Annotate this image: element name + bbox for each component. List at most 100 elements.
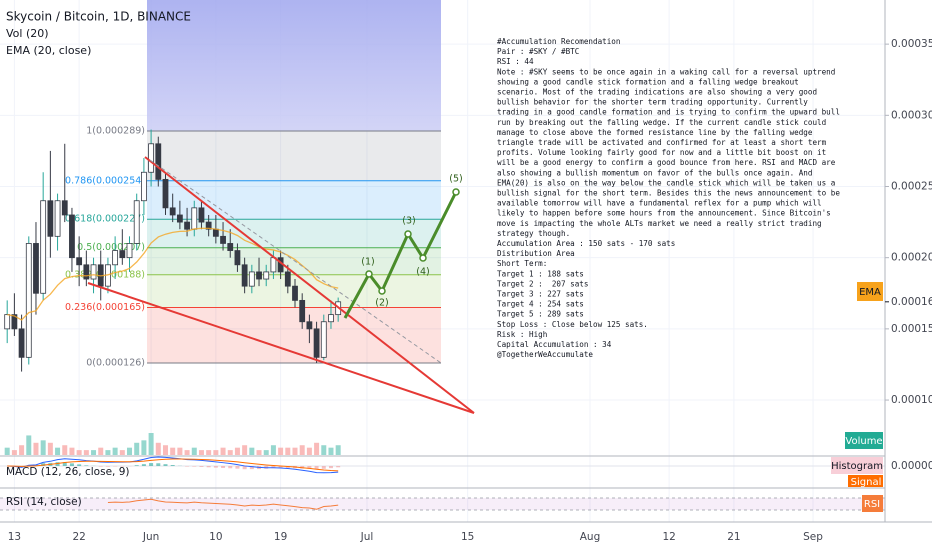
candle-body	[18, 328, 25, 358]
candle-body	[184, 221, 190, 230]
candle-body	[40, 200, 47, 294]
macd-histogram-bar	[55, 462, 60, 466]
note-line: Risk : High	[497, 330, 547, 339]
note-line: @TogetherWeAccumulate	[497, 350, 593, 359]
note-line: run by breaking out the falling wedge. I…	[497, 118, 826, 127]
macd-histogram-bar	[41, 463, 46, 466]
volume-badge	[845, 432, 883, 449]
candle-body	[248, 271, 255, 287]
volume-bar	[249, 447, 255, 455]
histogram-badge-text: Histogram	[831, 461, 883, 472]
candle-body	[25, 243, 32, 358]
note-line: #Accumulation Recomendation	[497, 37, 620, 46]
note-line: EMA(20) is also on the way below the can…	[497, 178, 835, 187]
candle-body	[191, 207, 198, 230]
candle-body	[212, 228, 219, 237]
candle-body	[155, 143, 162, 180]
macd-histogram-bar	[156, 463, 161, 466]
macd-study-label: MACD (12, 26, close, 9)	[6, 466, 129, 478]
candle-body	[313, 328, 320, 358]
volume-bar	[98, 447, 104, 455]
x-tick-label: 22	[72, 531, 85, 543]
wedge-lower-line	[87, 282, 475, 414]
macd-line	[7, 456, 339, 474]
candle-body	[33, 243, 39, 294]
note-line: bullish behavior for the shorter term tr…	[497, 98, 808, 107]
candle-body	[270, 257, 277, 273]
candle-body	[220, 235, 226, 244]
fib-level-label: 0.5(0.000207)	[77, 242, 145, 253]
volume-bar	[83, 450, 89, 455]
signal-line	[7, 458, 339, 472]
macd-histogram-bar	[149, 463, 154, 466]
candle-body	[69, 214, 75, 259]
volume-bar	[47, 442, 53, 455]
note-line: Target 3 : 227 sats	[497, 290, 584, 299]
volume-bar	[119, 450, 125, 455]
symbol-title: Skycoin / Bitcoin, 1D, BINANCE	[6, 10, 191, 24]
macd-histogram-bar	[336, 466, 341, 468]
volume-bar	[285, 447, 291, 455]
x-tick-label: Jul	[360, 531, 374, 543]
note-line: showing a good candle stick formation an…	[497, 77, 799, 86]
x-tick-label: 10	[209, 531, 222, 543]
macd-histogram-bar	[62, 462, 67, 466]
wave-label: (5)	[449, 174, 462, 185]
note-line: Target 1 : 188 sats	[497, 269, 584, 278]
candle-body	[90, 264, 97, 280]
macd-histogram-bar	[328, 466, 333, 469]
wave-nodes	[365, 188, 460, 295]
volume-bar	[299, 445, 305, 455]
macd-histogram-bar	[77, 464, 82, 466]
volume-bar	[155, 442, 161, 455]
volume-bar	[162, 445, 168, 455]
fib-level-label: 0.618(0.000227)	[65, 214, 145, 225]
volume-pane	[4, 433, 341, 455]
volume-bar	[26, 435, 32, 455]
volume-bar	[33, 442, 39, 455]
volume-bar	[256, 450, 262, 455]
dashed-trend-line	[149, 159, 442, 364]
fib-band	[147, 130, 441, 181]
note-line: bullish signal for the short term. Besid…	[497, 189, 840, 198]
macd-histogram-bar	[221, 466, 226, 468]
macd-histogram-bar	[199, 466, 204, 467]
note-line: strategy though.	[497, 229, 570, 238]
ema-study-label: EMA (20, close)	[6, 44, 91, 57]
note-line: trading in a good candle formation and i…	[497, 108, 840, 117]
note-line: Accumulation Area : 150 sats - 170 sats	[497, 239, 675, 248]
candle-body	[11, 314, 18, 330]
note-line: manage to close above the formed resista…	[497, 128, 813, 137]
volume-bar	[69, 447, 75, 455]
candle-body	[4, 314, 11, 330]
macd-histogram-bar	[185, 466, 190, 467]
badges: EMA Volume Histogram Signal RSI	[831, 282, 883, 512]
volume-bar	[227, 450, 233, 455]
note-line: Note : #SKY seems to be once again in a …	[497, 67, 835, 76]
candle-body	[76, 257, 83, 266]
histogram-badge	[831, 457, 883, 474]
signal-badge-text: Signal	[851, 477, 882, 488]
note-line: scenario. Most of the trading indication…	[497, 88, 817, 97]
wedge-upper-line	[144, 156, 475, 414]
note-line: will be a good energy to confirm a good …	[497, 158, 836, 167]
note-line: also showing a bullish momentum on favor…	[497, 168, 812, 177]
macd-histogram-bar	[105, 466, 110, 467]
volume-bar	[220, 447, 226, 455]
wave-labels: (1) (2) (3) (4) (5)	[361, 174, 462, 309]
volume-bar	[55, 447, 61, 455]
volume-bar	[278, 447, 284, 455]
volume-bar	[19, 445, 25, 455]
volume-bar	[105, 450, 111, 455]
macd-histogram-bar	[163, 464, 168, 466]
macd-histogram-bar	[228, 466, 233, 469]
ema-badge-text: EMA	[859, 287, 881, 298]
candle-body	[169, 207, 176, 216]
wave-node	[378, 287, 386, 295]
volume-bar	[4, 447, 10, 455]
